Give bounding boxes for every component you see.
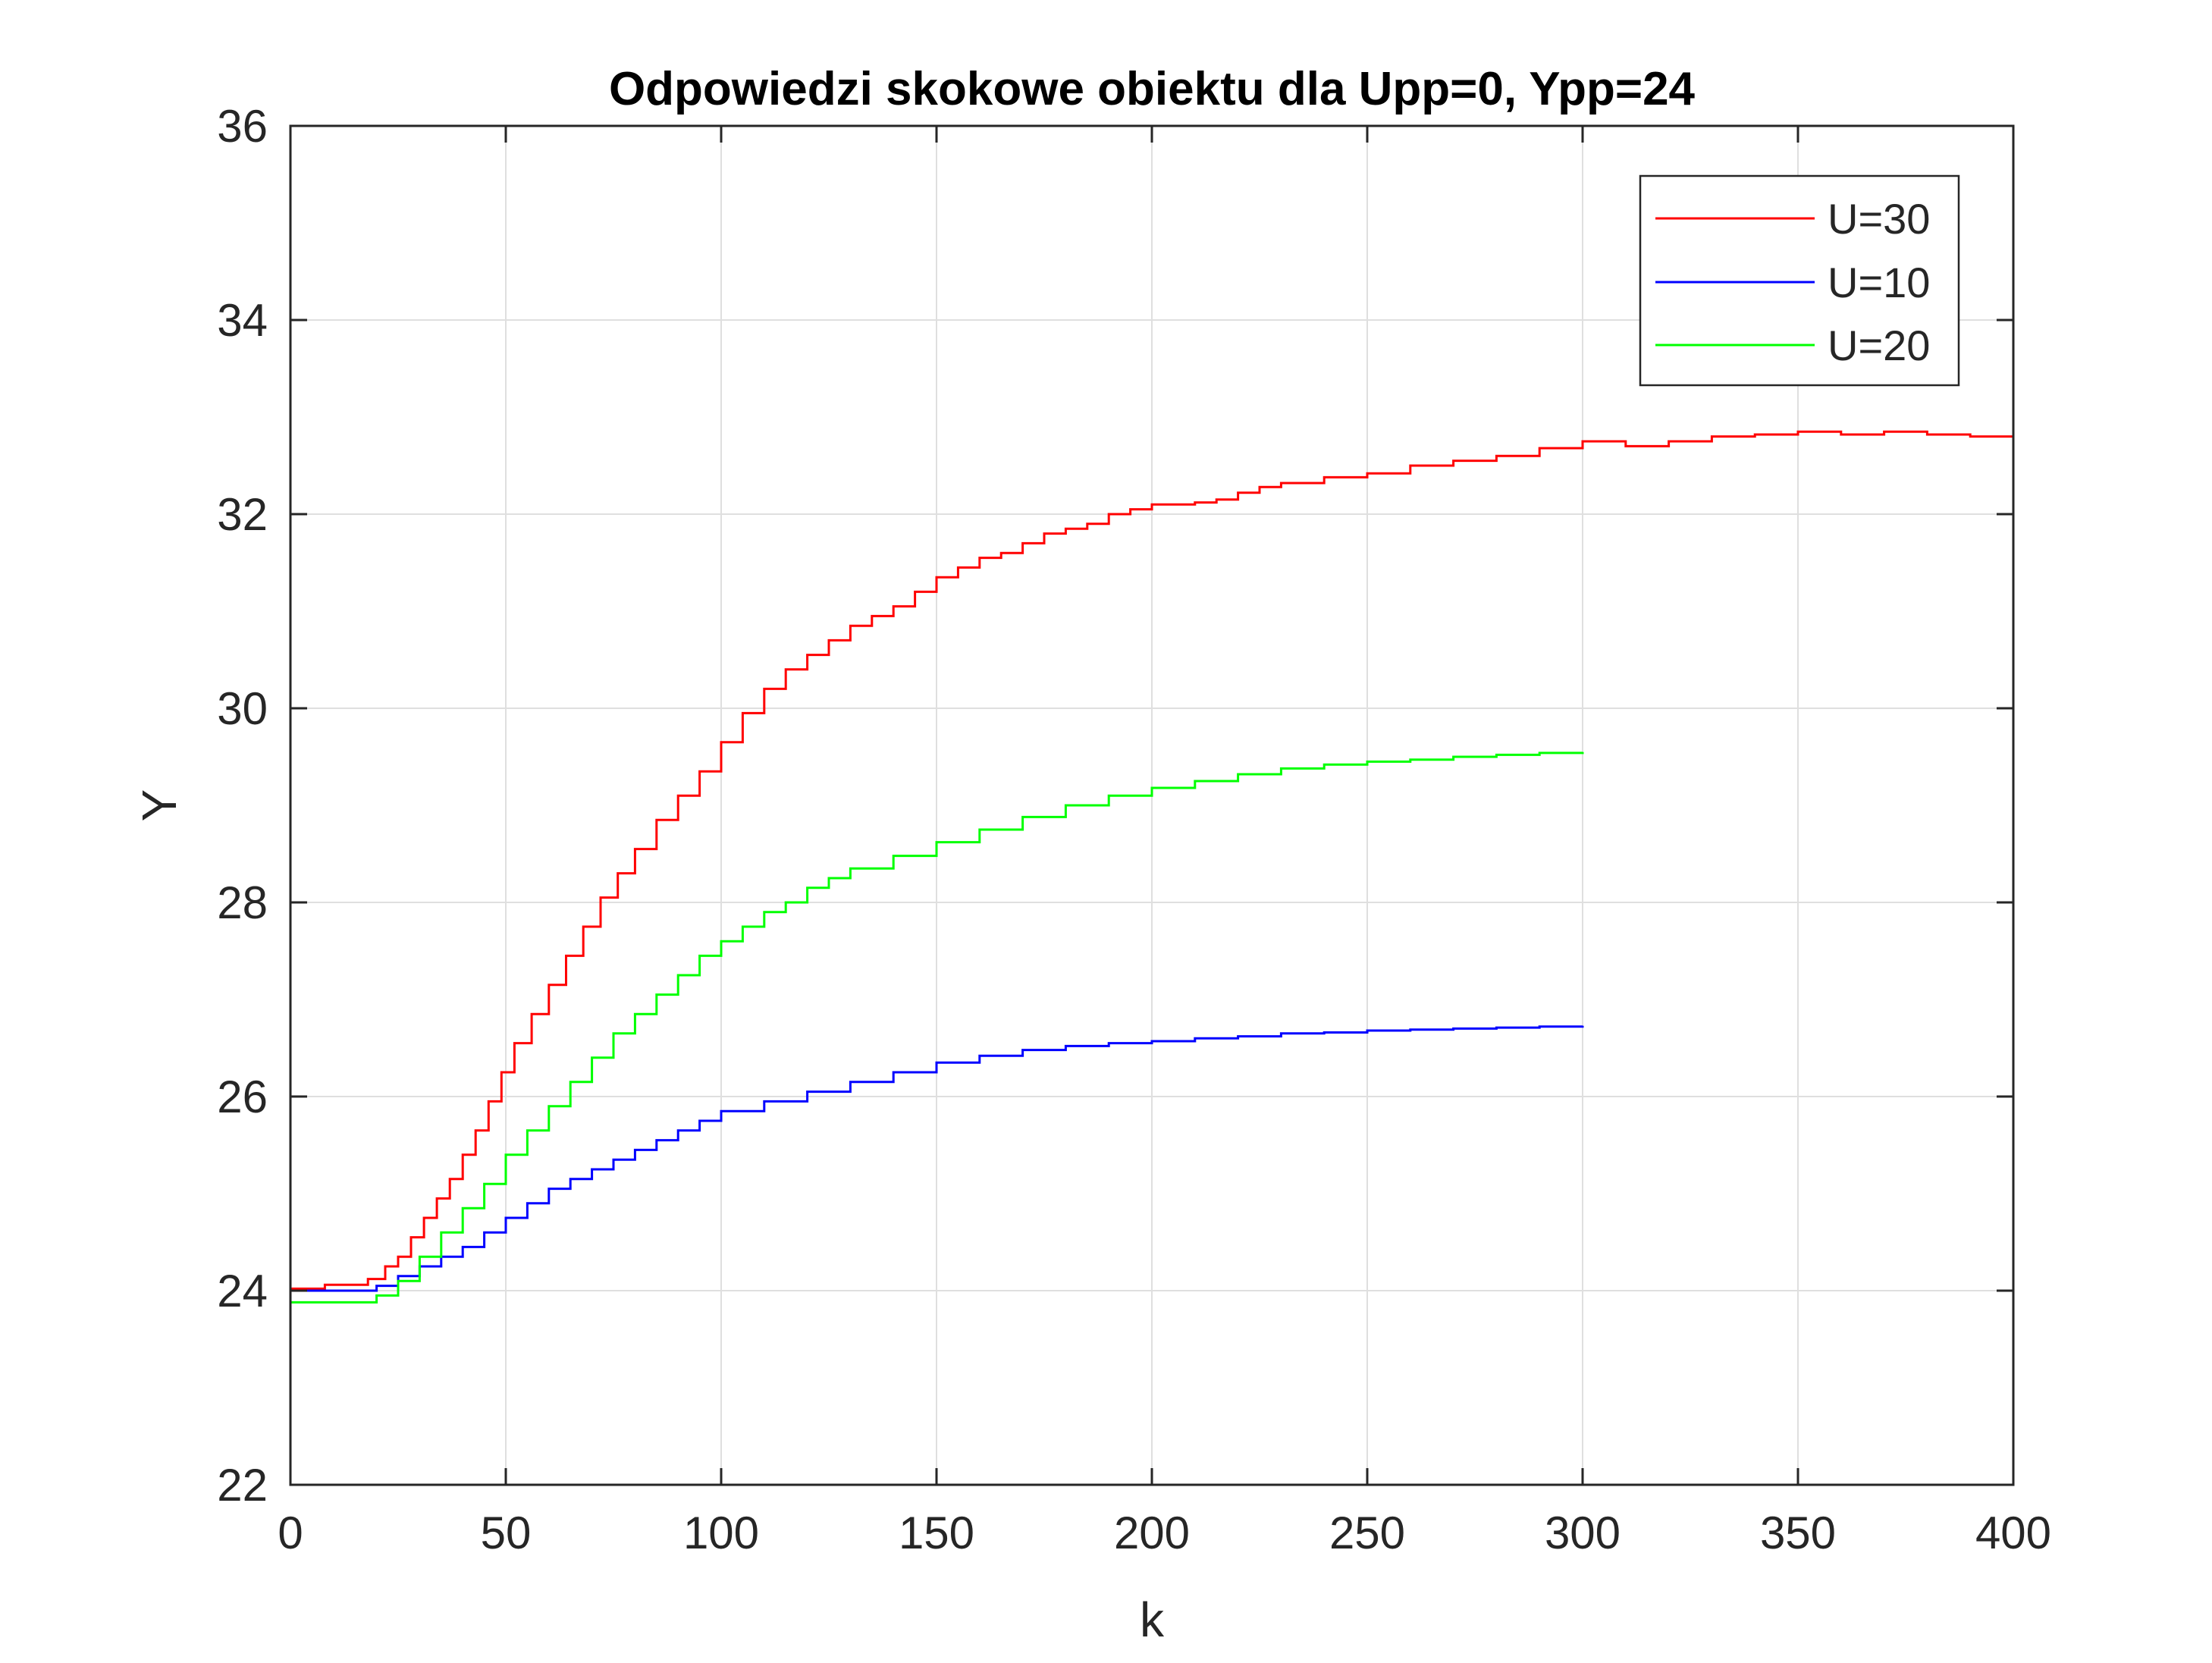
chart-title: Odpowiedzi skokowe obiektu dla Upp=0, Yp… bbox=[609, 63, 1696, 115]
series-line-u20 bbox=[290, 751, 1584, 1304]
legend-box bbox=[1639, 174, 1960, 387]
y-tick-label: 32 bbox=[217, 489, 268, 540]
y-tick-label: 26 bbox=[217, 1072, 268, 1122]
x-tick-label: 400 bbox=[1975, 1508, 2051, 1558]
series-line-u10 bbox=[290, 1025, 1584, 1292]
series-line-u30 bbox=[290, 430, 2013, 1290]
x-axis-ticks: 0 50 100 150 200 250 300 350 400 bbox=[278, 126, 2051, 1558]
x-axis-label: k bbox=[1140, 1592, 1165, 1647]
y-tick-label: 28 bbox=[217, 877, 268, 928]
x-tick-label: 300 bbox=[1545, 1508, 1621, 1558]
series-lines bbox=[290, 430, 2013, 1304]
y-tick-label: 24 bbox=[217, 1266, 268, 1316]
legend-label-u20: U=20 bbox=[1828, 322, 1930, 369]
y-axis-ticks: 22 24 26 28 30 32 34 36 bbox=[217, 101, 2013, 1511]
x-tick-label: 250 bbox=[1329, 1508, 1405, 1558]
legend: U=30 U=10 U=20 bbox=[1639, 174, 1960, 387]
y-tick-label: 22 bbox=[217, 1460, 268, 1511]
y-tick-label: 34 bbox=[217, 295, 268, 346]
x-tick-label: 150 bbox=[899, 1508, 974, 1558]
x-tick-label: 200 bbox=[1114, 1508, 1190, 1558]
legend-label-u30: U=30 bbox=[1828, 195, 1930, 243]
y-axis-label: Y bbox=[132, 789, 187, 822]
legend-label-u10: U=10 bbox=[1828, 259, 1930, 306]
x-tick-label: 0 bbox=[278, 1508, 303, 1558]
x-tick-label: 350 bbox=[1760, 1508, 1836, 1558]
y-tick-label: 36 bbox=[217, 101, 268, 152]
x-tick-label: 50 bbox=[481, 1508, 532, 1558]
x-tick-label: 100 bbox=[683, 1508, 759, 1558]
y-tick-label: 30 bbox=[217, 683, 268, 734]
